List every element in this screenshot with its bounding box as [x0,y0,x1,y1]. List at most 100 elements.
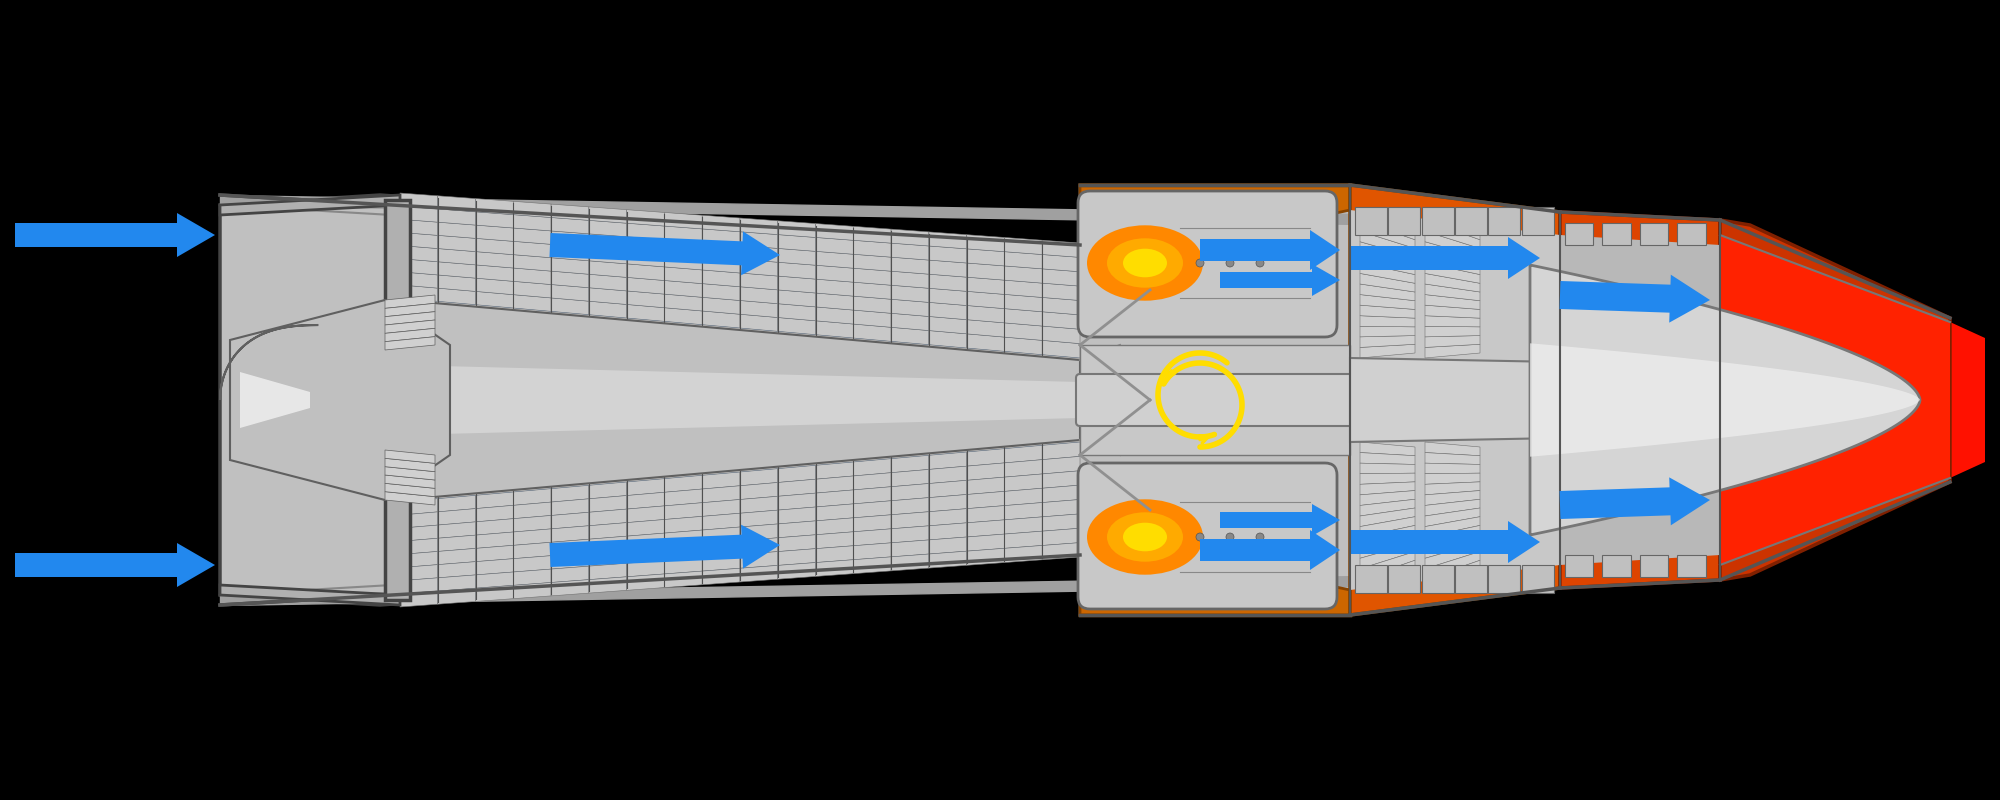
FancyBboxPatch shape [1488,207,1520,235]
Polygon shape [1042,242,1080,358]
Polygon shape [1360,344,1416,358]
FancyBboxPatch shape [1078,191,1336,337]
Polygon shape [476,225,514,242]
Polygon shape [778,290,816,307]
Polygon shape [966,334,1004,351]
Polygon shape [966,506,1004,523]
Polygon shape [1560,212,1720,588]
Polygon shape [1424,560,1480,590]
Polygon shape [816,546,854,562]
Polygon shape [400,272,438,288]
Polygon shape [1360,490,1416,506]
Polygon shape [740,538,778,554]
FancyBboxPatch shape [1422,207,1454,235]
Polygon shape [552,566,588,582]
Polygon shape [778,304,816,321]
Polygon shape [476,212,514,228]
Polygon shape [384,295,434,308]
Polygon shape [778,493,816,510]
Polygon shape [740,496,778,514]
Polygon shape [854,486,892,504]
Polygon shape [476,506,514,522]
Polygon shape [476,572,514,588]
Polygon shape [588,522,626,539]
Polygon shape [740,510,778,527]
Ellipse shape [1196,259,1204,267]
Polygon shape [626,250,664,267]
Polygon shape [400,578,438,594]
Polygon shape [400,246,438,262]
Polygon shape [778,221,816,238]
Polygon shape [892,526,928,543]
Polygon shape [928,509,966,526]
FancyBboxPatch shape [384,200,410,600]
Polygon shape [552,486,588,502]
Polygon shape [476,518,514,535]
Polygon shape [400,498,438,515]
Polygon shape [1530,265,1920,535]
Polygon shape [588,288,626,305]
Polygon shape [552,486,588,594]
FancyBboxPatch shape [1564,555,1592,577]
Polygon shape [400,525,438,542]
Polygon shape [778,466,816,482]
Polygon shape [514,515,552,532]
Polygon shape [1424,252,1480,274]
Polygon shape [1360,526,1416,548]
Polygon shape [552,285,588,301]
Polygon shape [1360,508,1416,526]
Polygon shape [588,550,626,566]
Polygon shape [1042,240,1080,258]
Polygon shape [476,252,514,268]
Polygon shape [778,276,816,293]
FancyBboxPatch shape [1678,555,1706,577]
Polygon shape [1424,490,1480,506]
Polygon shape [664,214,702,325]
Polygon shape [552,580,588,596]
Polygon shape [230,300,450,500]
Polygon shape [400,219,438,235]
Polygon shape [438,235,476,252]
Polygon shape [816,504,854,521]
Polygon shape [854,240,892,257]
FancyBboxPatch shape [1564,223,1592,245]
Polygon shape [384,475,434,488]
Polygon shape [514,529,552,546]
Polygon shape [384,337,434,350]
Polygon shape [854,458,892,476]
Polygon shape [778,262,816,279]
Polygon shape [928,466,966,483]
FancyBboxPatch shape [1678,223,1706,245]
Polygon shape [1042,298,1080,315]
Polygon shape [664,213,702,229]
Polygon shape [816,321,854,338]
Polygon shape [928,330,966,348]
Polygon shape [702,568,740,585]
Polygon shape [588,247,626,264]
Polygon shape [514,228,552,244]
Polygon shape [514,569,552,586]
Polygon shape [740,259,778,276]
Polygon shape [438,288,476,305]
Polygon shape [384,320,434,334]
Polygon shape [626,478,664,495]
FancyBboxPatch shape [1422,565,1454,593]
Polygon shape [588,536,626,553]
Polygon shape [1360,210,1416,240]
Polygon shape [664,254,702,270]
Polygon shape [854,254,892,271]
Polygon shape [626,264,664,281]
Polygon shape [476,546,514,562]
Polygon shape [778,507,816,524]
Polygon shape [514,254,552,271]
FancyBboxPatch shape [1388,207,1420,235]
Polygon shape [1360,252,1416,274]
Polygon shape [588,482,626,499]
Polygon shape [384,458,434,472]
Polygon shape [966,320,1004,337]
Polygon shape [892,271,928,288]
Polygon shape [552,526,588,542]
Polygon shape [854,226,892,243]
Polygon shape [702,284,740,301]
FancyBboxPatch shape [1356,565,1388,593]
